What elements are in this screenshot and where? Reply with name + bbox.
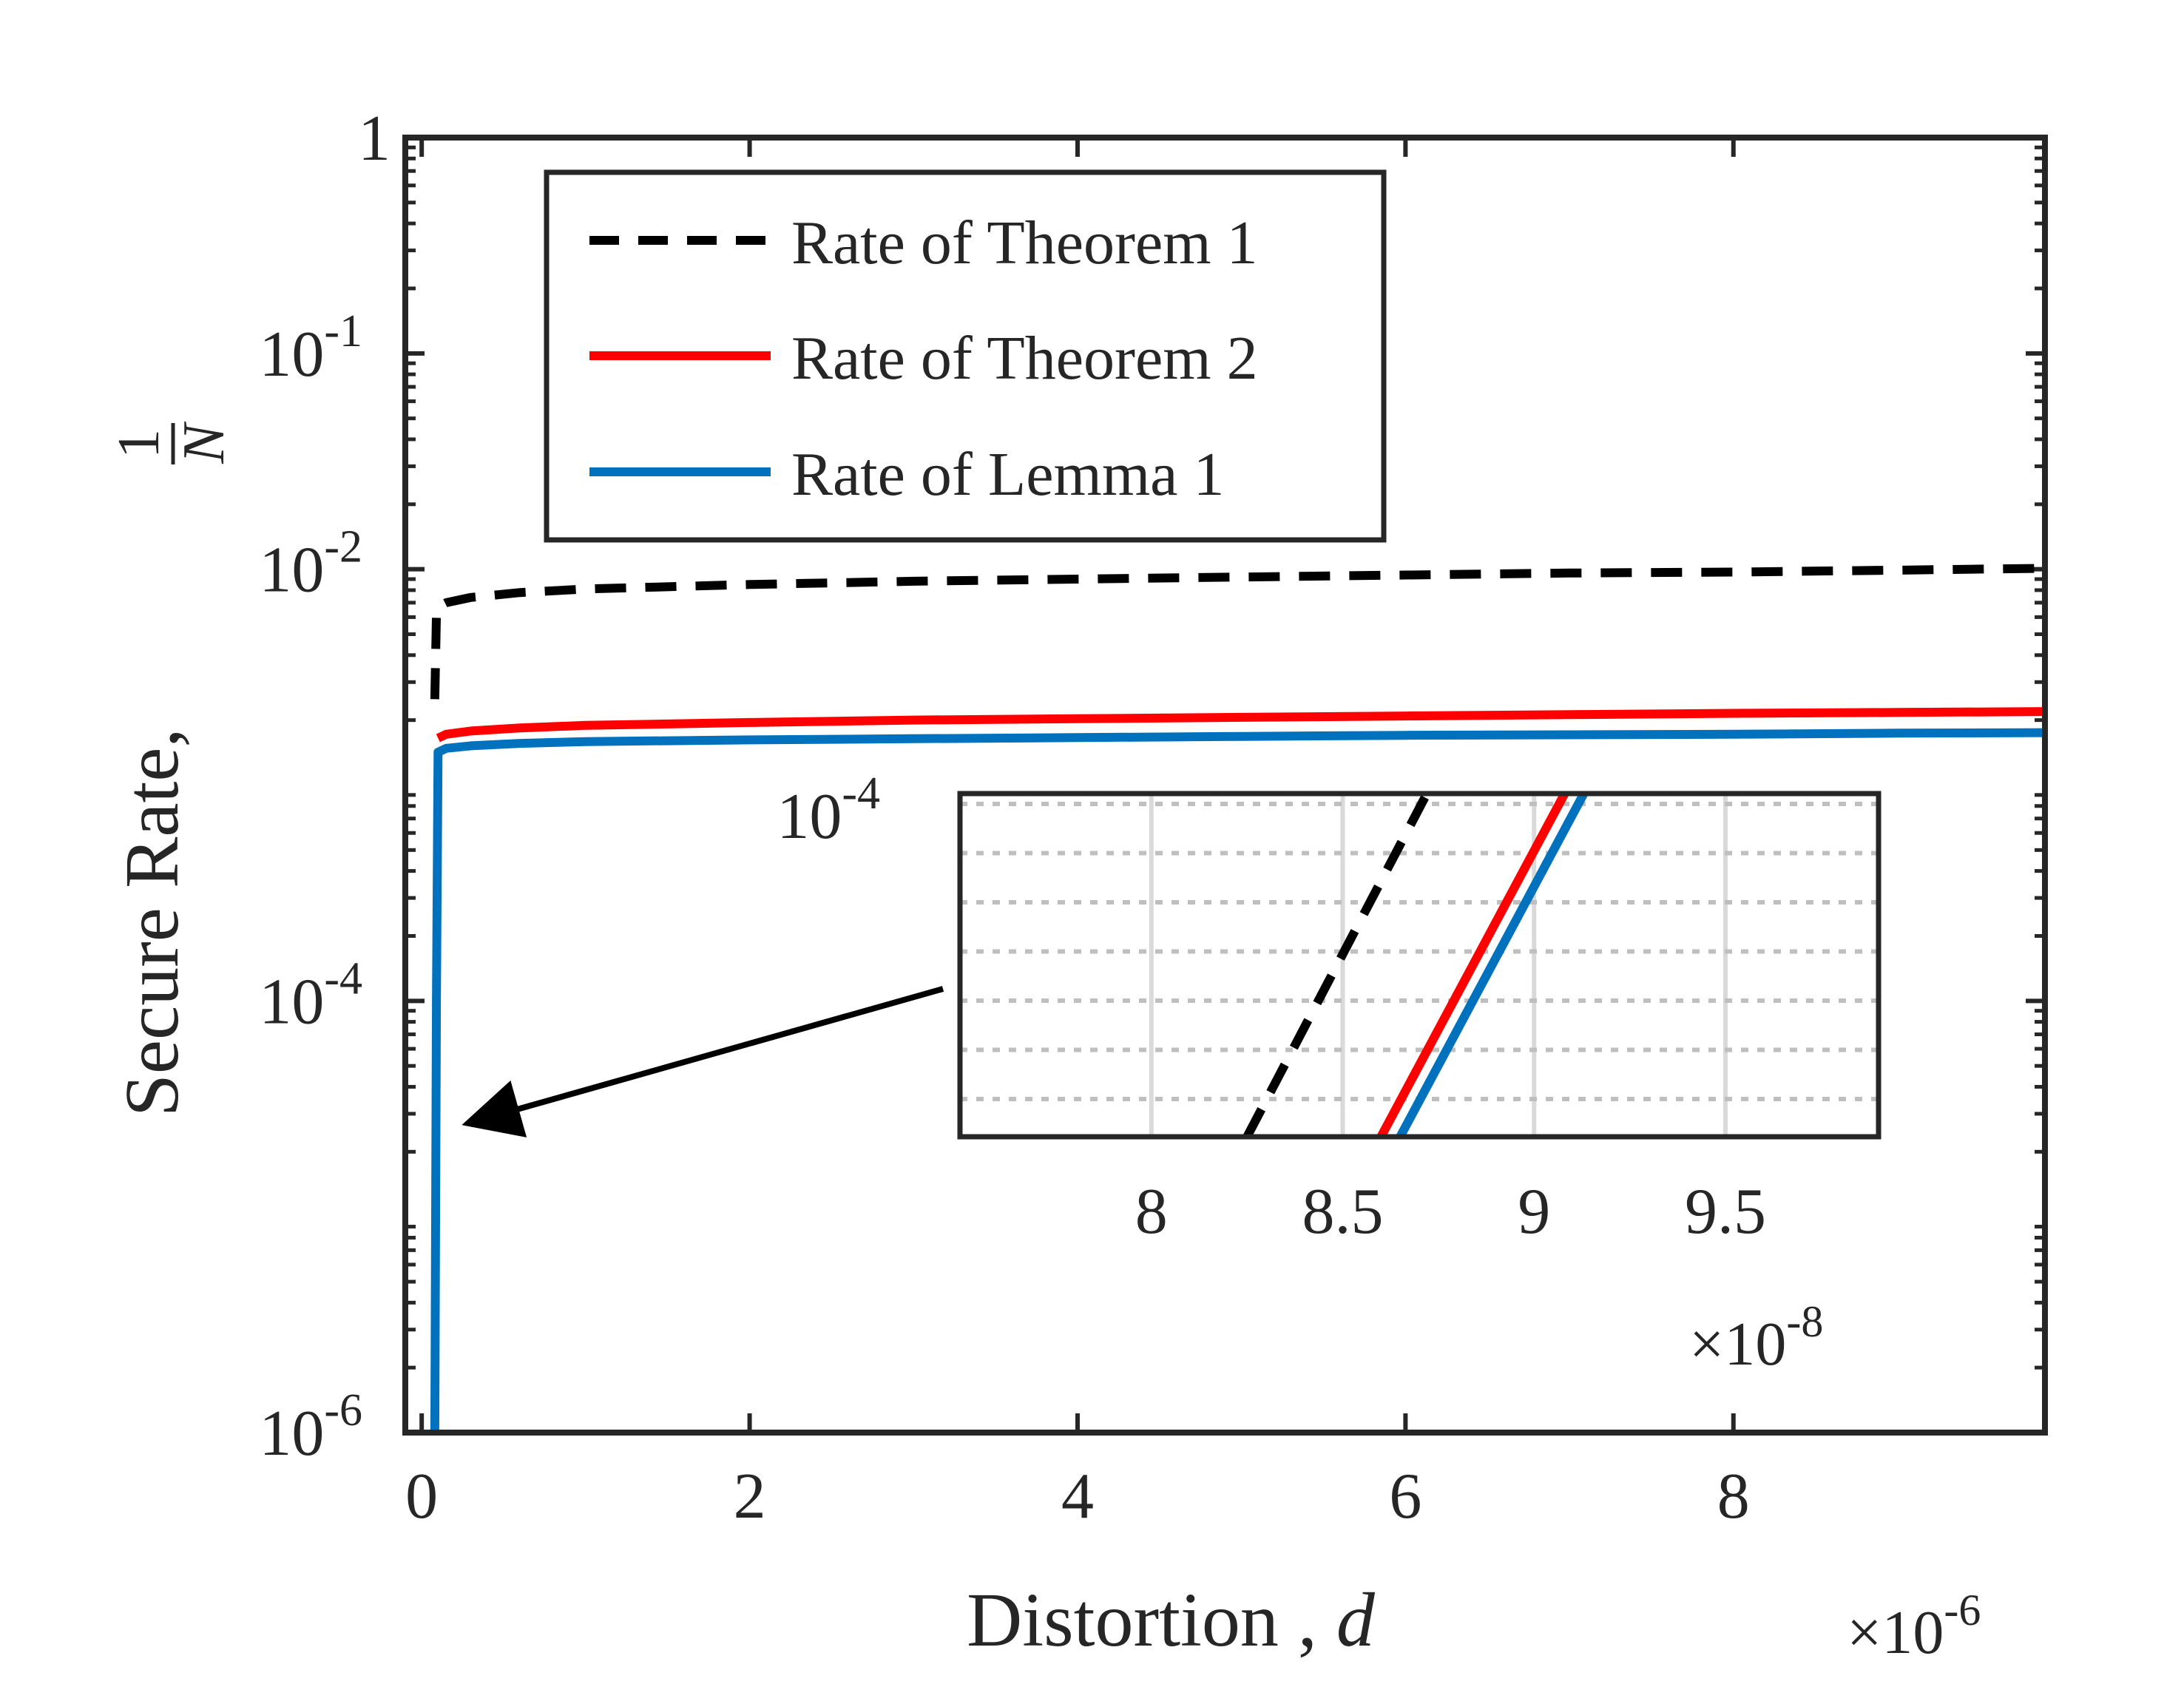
- x-tick-label: 0: [405, 1461, 438, 1532]
- y-tick-label: 10-4: [259, 953, 362, 1038]
- y-tick-label: 10-6: [259, 1385, 362, 1470]
- x-tick-label: 6: [1389, 1461, 1421, 1532]
- x-axis-label-text: Distortion ,: [967, 1578, 1317, 1663]
- inset-series: [1243, 791, 1588, 1139]
- y-tick-label: 1: [358, 103, 391, 175]
- main-x-multiplier: ×10-6: [1847, 1586, 1981, 1667]
- legend-label-theorem2: Rate of Theorem 2: [791, 324, 1258, 393]
- legend-entry-theorem1: Rate of Theorem 1: [589, 209, 1258, 277]
- main-major-ticks: [405, 135, 2045, 1435]
- inset-series-line-theorem2: [1376, 791, 1569, 1139]
- inset-x-tick-label: 9.5: [1685, 1176, 1766, 1248]
- inset-axes-frame: [957, 791, 1882, 1140]
- inset-series-line-theorem1: [1243, 791, 1431, 1139]
- x-tick-label: 8: [1717, 1461, 1750, 1532]
- main-series: [430, 564, 2046, 1433]
- inset-series-line-lemma1: [1396, 791, 1588, 1139]
- y-axis-label: Secure Rate, 1 N: [107, 421, 237, 1117]
- x-axis-label-variable: d: [1336, 1578, 1376, 1663]
- y-axis-label-numerator: 1: [107, 429, 172, 459]
- legend: Rate of Theorem 1 Rate of Theorem 2 Rate…: [544, 169, 1387, 543]
- inset-x-tick-label: 8: [1135, 1176, 1168, 1248]
- inset-x-multiplier-base: ×10: [1689, 1310, 1786, 1379]
- series-line-theorem2: [436, 707, 2046, 743]
- inset-ytick-label: 10-4: [777, 768, 880, 853]
- series-line-theorem1: [430, 564, 2046, 700]
- y-axis-label-text: Secure Rate,: [109, 728, 195, 1117]
- inset-ytick-exp: -4: [842, 768, 880, 819]
- main-x-multiplier-base: ×10: [1847, 1598, 1944, 1667]
- x-axis-label: Distortion , d: [967, 1578, 1376, 1663]
- inset-x-multiplier: ×10-8: [1689, 1297, 1823, 1379]
- inset-axes: 8 8.5 9 9.5 10-4 ×10-8: [777, 768, 1882, 1379]
- x-tick-label: 2: [734, 1461, 766, 1532]
- inset-x-multiplier-exp: -8: [1786, 1297, 1823, 1346]
- legend-entry-lemma1: Rate of Lemma 1: [589, 440, 1224, 509]
- main-xtick-labels: 0 2 4 6 8: [405, 1461, 1750, 1532]
- inset-xtick-labels: 8 8.5 9 9.5: [1135, 1176, 1766, 1248]
- legend-label-theorem1: Rate of Theorem 1: [791, 209, 1258, 277]
- legend-entry-theorem2: Rate of Theorem 2: [589, 324, 1258, 393]
- legend-label-lemma1: Rate of Lemma 1: [791, 440, 1224, 509]
- y-tick-label: 10-2: [259, 522, 362, 606]
- y-axis-label-denominator: N: [172, 421, 237, 464]
- main-ytick-labels: 1 10-1 10-2 10-4 10-6: [259, 103, 391, 1470]
- main-axes-frame: [402, 135, 2048, 1436]
- inset-x-tick-label: 9: [1518, 1176, 1550, 1248]
- inset-x-tick-label: 8.5: [1302, 1176, 1384, 1248]
- x-tick-label: 4: [1061, 1461, 1094, 1532]
- inset-plot-area: [960, 794, 1879, 1137]
- y-tick-label: 10-1: [259, 306, 362, 391]
- inset-ytick-base: 10: [777, 781, 842, 853]
- zoom-annotation-arrow: [462, 986, 944, 1137]
- main-x-multiplier-exp: -6: [1944, 1586, 1981, 1634]
- series-line-lemma1: [430, 728, 2046, 1433]
